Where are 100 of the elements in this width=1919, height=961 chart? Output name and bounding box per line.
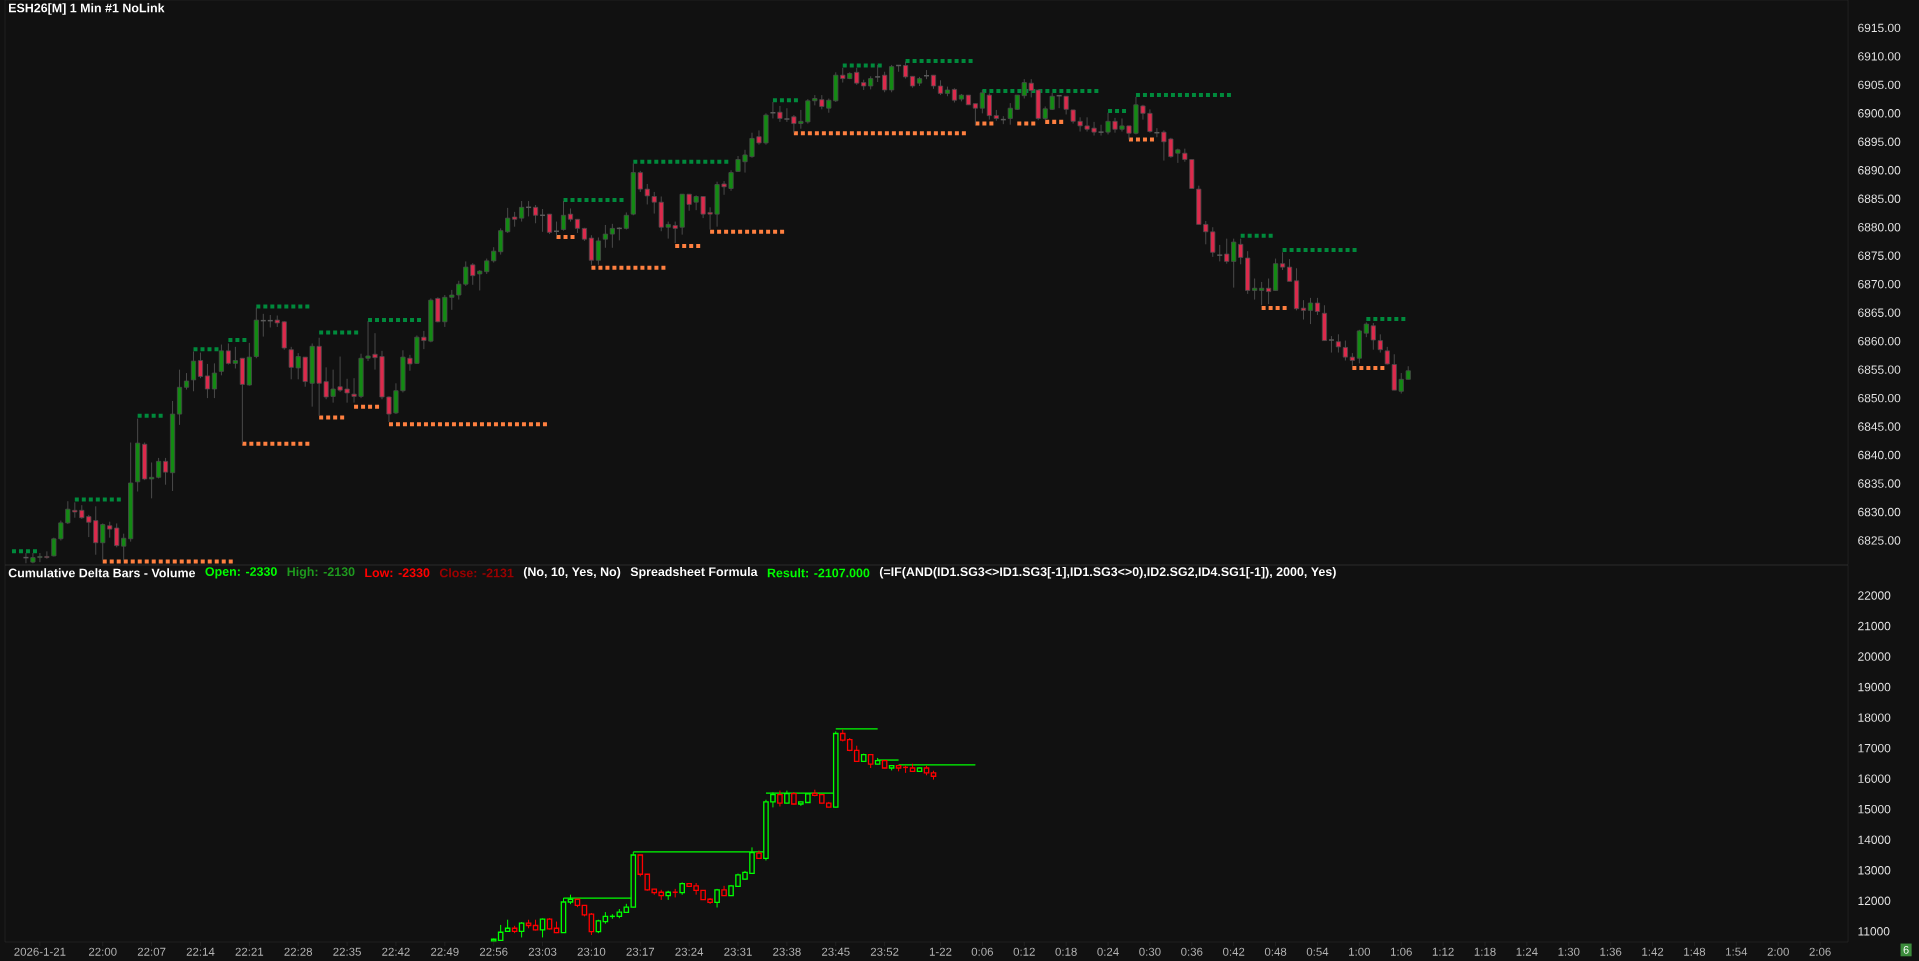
candlestick <box>882 71 888 93</box>
y-tick-label: 6890.00 <box>1858 166 1901 175</box>
x-tick-label: 23:31 <box>724 947 752 956</box>
y-tick-label: 6900.00 <box>1858 109 1901 118</box>
candlestick <box>204 363 211 399</box>
y-tick-label: 6825.00 <box>1858 536 1901 545</box>
y-tick-label: 6905.00 <box>1858 80 1901 90</box>
annotation: (=IF(AND(ID1.SG3<>ID1.SG3[-1],ID1.SG3<>0),ID2.SG2,ID4.SG1[-1]), 2000, Yes) <box>879 566 1336 579</box>
candlestick <box>972 103 978 126</box>
x-tick-label: 0:30 <box>1139 947 1161 956</box>
candlestick <box>498 227 504 256</box>
x-tick-label: 1:06 <box>1390 947 1412 956</box>
x-tick-label: 0:36 <box>1181 947 1203 956</box>
x-tick-label: 23:38 <box>773 947 801 956</box>
x-tick-label: 1:30 <box>1558 947 1580 956</box>
y-tick-label: 17000 <box>1858 743 1891 753</box>
y-tick-label: 11000 <box>1858 927 1890 936</box>
chart-title: Cumulative Delta Bars - Volume <box>8 568 196 578</box>
candlestick <box>533 204 539 224</box>
y-tick-label: 6830.00 <box>1858 507 1901 517</box>
x-tick-label: 0:12 <box>1013 947 1035 956</box>
x-tick-label: 23:24 <box>675 947 704 956</box>
x-tick-label: 0:18 <box>1055 947 1077 956</box>
candlestick <box>197 352 204 379</box>
y-tick-label: 6845.00 <box>1858 422 1901 431</box>
x-tick-label: 1:42 <box>1642 947 1664 956</box>
y-tick-label: 6870.00 <box>1858 279 1901 289</box>
y-tick-label: 14000 <box>1858 835 1891 844</box>
chart-title: ESH26[M] 1 Min #1 NoLink <box>9 3 165 15</box>
x-tick-label: 0:48 <box>1264 947 1287 956</box>
y-tick-label: 20000 <box>1858 652 1891 661</box>
annotation: Spreadsheet Formula <box>630 566 758 579</box>
candlestick <box>1342 340 1348 362</box>
x-tick-label: 22:56 <box>479 947 508 956</box>
candlestick <box>1259 281 1265 306</box>
annotation: Low: -2330 <box>365 568 430 578</box>
candlestick <box>602 224 608 249</box>
x-tick-label: 23:52 <box>870 947 899 956</box>
y-tick-label: 6915.00 <box>1858 23 1901 33</box>
y-tick-label: 19000 <box>1858 682 1891 692</box>
y-tick-label: 18000 <box>1858 713 1891 722</box>
candlestick <box>986 92 992 121</box>
annotation: Result: -2107.000 <box>767 568 870 578</box>
candlestick <box>560 200 567 232</box>
x-tick-label: 23:10 <box>577 947 606 956</box>
y-tick-label: 6860.00 <box>1858 336 1901 346</box>
candlestick <box>1252 278 1258 301</box>
annotation: Open: -2330 <box>205 567 277 579</box>
text: 6 <box>1903 946 1909 954</box>
candlestick <box>232 346 238 369</box>
x-tick-label: 23:03 <box>528 947 557 956</box>
candlestick <box>225 342 231 366</box>
x-tick-label: 2:06 <box>1809 947 1831 956</box>
x-tick-label: 0:06 <box>971 947 993 956</box>
x-tick-label: 22:42 <box>382 947 410 956</box>
y-tick-label: 6910.00 <box>1858 52 1901 61</box>
y-tick-label: 21000 <box>1858 621 1891 631</box>
candlestick <box>1307 297 1314 325</box>
x-tick-label: 22:07 <box>137 947 166 956</box>
candlestick <box>979 89 985 114</box>
annotation: (No, 10, Yes, No) <box>523 566 621 579</box>
x-tick-label: 0:24 <box>1097 947 1119 956</box>
x-tick-label: 23:45 <box>822 947 850 956</box>
y-tick-label: 6875.00 <box>1858 251 1901 260</box>
y-tick-label: 6885.00 <box>1858 194 1901 203</box>
y-tick-label: 6865.00 <box>1858 308 1901 317</box>
candlestick <box>149 461 155 499</box>
candlestick <box>588 234 594 266</box>
x-tick-label: 2026-1-21 <box>14 947 66 956</box>
y-tick-label: 6880.00 <box>1858 223 1901 232</box>
y-tick-label: 22000 <box>1858 591 1891 600</box>
candlestick <box>546 213 553 235</box>
x-tick-label: 22:35 <box>333 947 361 956</box>
y-tick-label: 15000 <box>1858 804 1891 814</box>
x-tick-label: 22:28 <box>284 947 313 956</box>
candlestick <box>1335 333 1341 354</box>
x-tick-label: 1:54 <box>1726 947 1748 956</box>
x-tick-label: 2:00 <box>1767 947 1789 956</box>
annotation: Close: -2131 <box>439 568 514 578</box>
x-tick-label: 0:54 <box>1306 947 1329 956</box>
y-tick-label: 6835.00 <box>1858 479 1901 488</box>
x-tick-label: 23:17 <box>626 947 655 956</box>
candlestick <box>505 207 511 234</box>
candlestick <box>163 457 169 486</box>
y-tick-label: 12000 <box>1858 896 1891 906</box>
candlestick <box>777 105 783 123</box>
candlestick <box>519 200 525 223</box>
candlestick <box>769 101 777 119</box>
candlestick <box>190 350 197 392</box>
x-tick-label: 1:24 <box>1516 947 1538 956</box>
annotation: High: -2130 <box>287 566 355 579</box>
x-tick-label: 22:49 <box>431 947 459 956</box>
x-tick-label: 1:36 <box>1600 947 1622 956</box>
candlestick <box>889 64 895 93</box>
candlestick <box>218 344 224 376</box>
y-tick-label: 6855.00 <box>1858 365 1901 374</box>
candlestick <box>211 362 217 399</box>
x-tick-label: 1:48 <box>1684 947 1706 956</box>
x-tick-label: 1:00 <box>1349 947 1371 956</box>
y-tick-label: 6840.00 <box>1858 450 1901 460</box>
